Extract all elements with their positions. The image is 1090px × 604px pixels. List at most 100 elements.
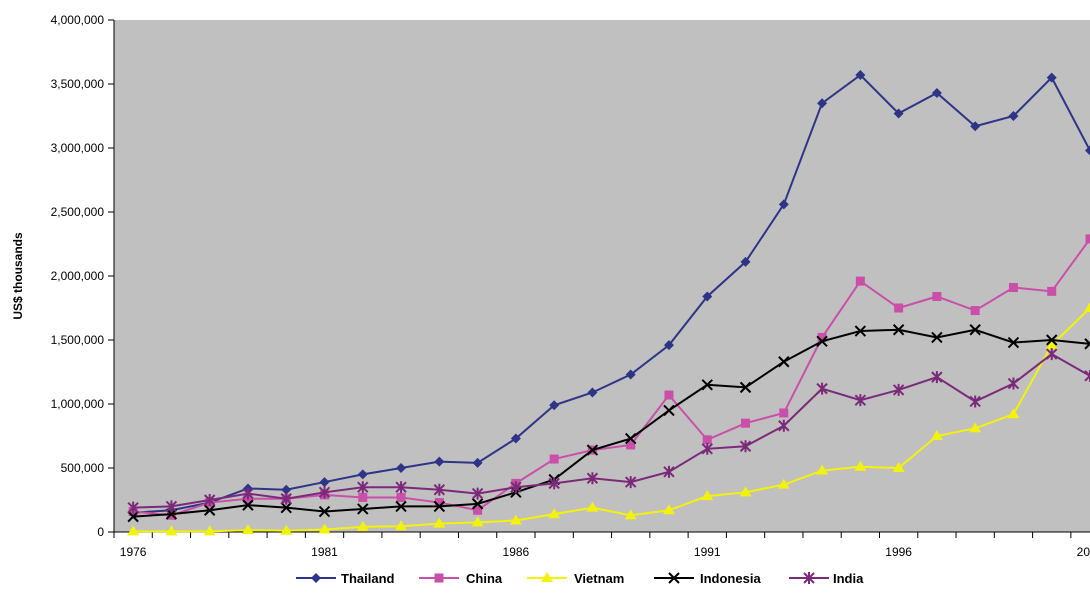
data-point-thailand	[1008, 111, 1019, 121]
data-point-thailand	[281, 484, 292, 495]
y-axis-label: US$ thousands	[11, 232, 25, 320]
data-point-china	[358, 492, 368, 502]
legend-label: Thailand	[341, 571, 395, 586]
legend-label: Indonesia	[700, 571, 761, 586]
data-point-china	[626, 440, 636, 450]
data-point-indonesia	[739, 381, 752, 394]
data-point-india	[548, 477, 560, 490]
data-point-india	[778, 419, 790, 432]
data-point-india	[357, 481, 369, 494]
data-point-thailand	[510, 433, 521, 444]
y-tick-label: 3,500,000	[51, 77, 105, 91]
data-point-thailand	[663, 340, 674, 351]
data-point-india	[471, 487, 484, 500]
data-point-thailand	[1085, 145, 1090, 156]
series-line-indonesia	[133, 328, 1090, 518]
data-point-indonesia	[663, 404, 675, 417]
series-vietnam	[127, 302, 1090, 536]
data-point-china	[473, 505, 483, 515]
data-point-india	[1084, 369, 1090, 382]
data-point-indonesia	[931, 331, 943, 344]
data-point-vietnam	[816, 464, 829, 475]
data-point-vietnam	[969, 422, 982, 433]
x-tick-label: 1991	[694, 545, 721, 559]
data-point-indonesia	[1007, 336, 1020, 349]
data-point-china	[1047, 286, 1057, 296]
data-point-indonesia	[969, 324, 981, 336]
legend-label: China	[466, 571, 503, 586]
data-point-thailand	[970, 121, 981, 132]
data-point-indonesia	[778, 356, 790, 368]
data-point-indonesia	[624, 432, 637, 445]
data-point-india	[624, 476, 637, 489]
x-tick-label: 2001	[1077, 545, 1090, 559]
data-point-india	[203, 494, 216, 506]
legend-item-vietnam: Vietnam	[527, 571, 624, 586]
data-point-vietnam	[356, 520, 369, 531]
data-point-china	[549, 454, 559, 464]
data-point-vietnam	[165, 525, 178, 536]
data-point-indonesia	[701, 379, 713, 391]
series-line-thailand	[133, 73, 1090, 514]
data-point-indonesia	[395, 500, 407, 513]
data-point-thailand	[472, 457, 483, 468]
data-point-thailand	[587, 387, 598, 398]
data-point-china	[970, 306, 980, 316]
legend-item-thailand: Thailand	[296, 571, 395, 586]
data-point-thailand	[549, 400, 560, 411]
axes: 0 500,000 1,000,000 1,500,000 2,000,000 2,500…	[51, 13, 1090, 559]
legend: Thailand China Vietnam Indonesia India	[296, 571, 864, 586]
data-point-thailand	[778, 199, 789, 210]
data-point-indonesia	[280, 501, 292, 514]
data-point-indonesia	[357, 503, 369, 515]
data-point-vietnam	[739, 486, 752, 497]
data-point-india	[739, 440, 752, 453]
data-point-thailand	[740, 256, 751, 267]
data-point-india	[280, 492, 292, 505]
y-tick-label: 1,500,000	[51, 333, 105, 347]
data-point-thailand	[357, 469, 368, 480]
data-point-indonesia	[318, 505, 331, 518]
x-tick-label: 1976	[120, 545, 147, 559]
data-point-india	[127, 501, 139, 514]
data-point-thailand	[855, 70, 866, 81]
data-point-china	[894, 303, 904, 313]
series-thailand	[128, 70, 1090, 518]
data-point-vietnam	[395, 520, 408, 531]
data-point-china	[855, 276, 865, 286]
data-point-indonesia	[892, 324, 905, 336]
legend-marker	[803, 572, 815, 584]
data-point-china	[702, 435, 712, 445]
data-point-indonesia	[242, 499, 254, 511]
data-point-vietnam	[1084, 302, 1090, 312]
data-point-vietnam	[854, 460, 867, 471]
data-point-china	[396, 492, 406, 502]
data-point-vietnam	[662, 504, 675, 515]
data-point-china	[779, 408, 789, 418]
data-point-china	[932, 291, 942, 301]
series-line-india	[133, 352, 1090, 509]
data-point-india	[165, 500, 178, 513]
data-point-india	[1007, 377, 1020, 390]
data-point-vietnam	[471, 516, 484, 527]
data-point-indonesia	[127, 510, 139, 523]
legend-marker	[541, 572, 553, 582]
data-point-indonesia	[433, 500, 446, 513]
series-line-vietnam	[133, 307, 1090, 533]
data-point-vietnam	[241, 524, 254, 535]
legend-label: Vietnam	[574, 571, 624, 586]
legend-item-indonesia: Indonesia	[654, 571, 761, 586]
data-point-vietnam	[777, 478, 790, 489]
data-point-china	[1085, 234, 1090, 244]
data-point-vietnam	[892, 462, 905, 472]
data-point-thailand	[893, 108, 904, 119]
data-point-china	[434, 498, 444, 508]
legend-marker	[311, 573, 321, 583]
data-point-vietnam	[1045, 339, 1058, 350]
y-tick-label: 2,000,000	[51, 269, 105, 283]
data-point-indonesia	[1046, 334, 1058, 346]
data-point-india	[318, 486, 331, 499]
data-point-vietnam	[433, 517, 446, 528]
data-point-india	[931, 371, 943, 384]
